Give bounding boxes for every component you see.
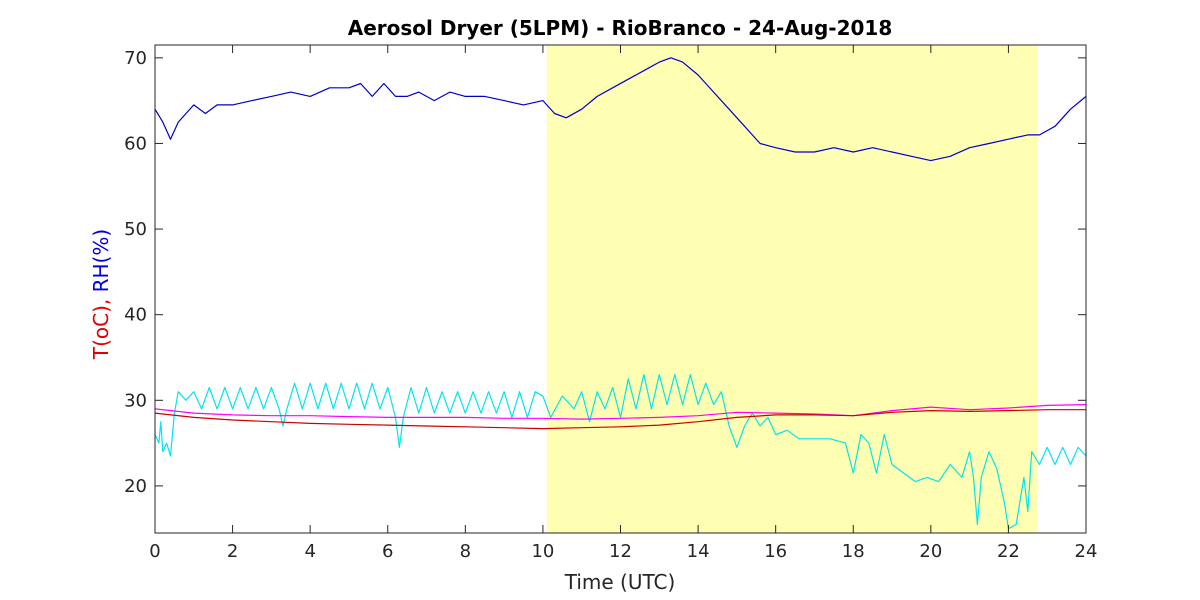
y-axis-label-temperature: T(oC) bbox=[89, 305, 113, 360]
y-tick-label: 50 bbox=[124, 219, 147, 240]
x-tick-label: 0 bbox=[149, 541, 160, 562]
x-tick-label: 20 bbox=[919, 541, 942, 562]
x-axis-label: Time (UTC) bbox=[564, 570, 676, 594]
daytime-shading bbox=[546, 45, 1038, 533]
x-tick-label: 14 bbox=[687, 541, 710, 562]
x-tick-label: 10 bbox=[531, 541, 554, 562]
x-tick-label: 12 bbox=[609, 541, 632, 562]
series-line-2 bbox=[154, 404, 1087, 420]
x-tick-label: 24 bbox=[1075, 541, 1098, 562]
x-tick-label: 4 bbox=[304, 541, 315, 562]
y-tick-layer: 20 30 40 50 60 70 bbox=[124, 48, 1086, 497]
x-tick-layer: 0 2 4 6 8 10 12 14 16 18 20 22 24 bbox=[149, 45, 1097, 562]
y-tick-label: 70 bbox=[124, 48, 147, 69]
x-tick-label: 6 bbox=[382, 541, 393, 562]
y-tick-label: 20 bbox=[124, 476, 147, 497]
y-tick-label: 40 bbox=[124, 305, 147, 326]
y-tick-label: 60 bbox=[124, 133, 147, 154]
y-tick-label: 30 bbox=[124, 390, 147, 411]
daytime-shading-layer bbox=[546, 45, 1038, 533]
x-tick-label: 18 bbox=[842, 541, 865, 562]
y-axis-label-humidity: RH(%) bbox=[89, 229, 113, 293]
x-tick-label: 8 bbox=[460, 541, 471, 562]
x-tick-label: 16 bbox=[764, 541, 787, 562]
series-line-3 bbox=[154, 409, 1086, 430]
x-tick-label: 22 bbox=[997, 541, 1020, 562]
y-axis-label: T(oC), RH(%) bbox=[89, 229, 113, 360]
x-tick-label: 2 bbox=[227, 541, 238, 562]
series-line-1 bbox=[154, 374, 1087, 530]
series-line-0 bbox=[154, 57, 1087, 162]
chart-title: Aerosol Dryer (5LPM) - RioBranco - 24-Au… bbox=[348, 16, 893, 40]
series-layer bbox=[154, 57, 1087, 530]
y-axis-label-separator: , bbox=[89, 292, 113, 305]
